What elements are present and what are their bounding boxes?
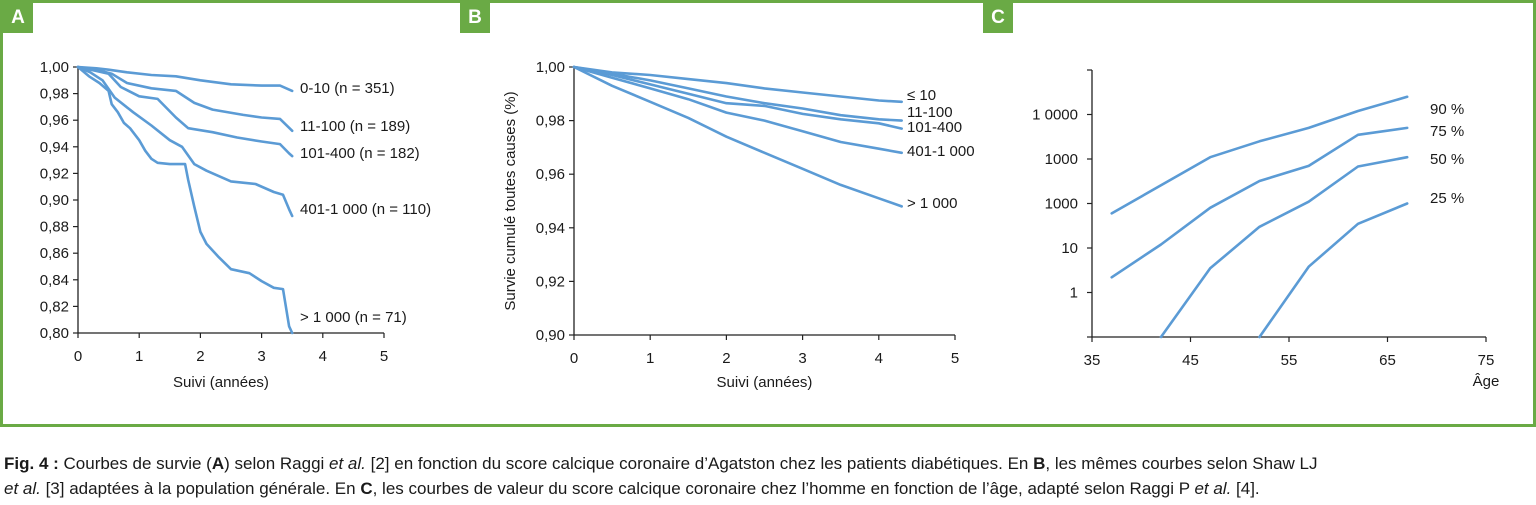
panel-a-y-tick-label-0-90: 0,90 [40,192,69,209]
panel-b-x-tick-label-2: 2 [722,350,730,367]
panel-c-series-line-25 [1258,202,1409,339]
panel-c-series-line-75 [1110,126,1409,279]
panel-a-y-tick-label-0-86: 0,86 [40,245,69,262]
caption-et-al-2: et al. [4,479,41,498]
panel-c-y-tick-label-4: 1000 [1045,151,1078,168]
panel-b-y-tick-label-0-90: 0,90 [536,327,565,344]
panel-b-x-tick-label-3: 3 [798,350,806,367]
panel-a-y-tick-label-0-92: 0,92 [40,165,69,182]
panel-a-y-tick-label-0-98: 0,98 [40,86,69,103]
panel-b-series-label-11-100: 11-100 [907,104,953,121]
panel-a-series-line-0-10-n-351 [76,65,294,93]
panel-a-x-axis-label: Suivi (années) [173,374,269,391]
panel-badge-b: B [460,3,490,33]
panel-a-series-label-0-10-n-351: 0-10 (n = 351) [300,80,395,97]
panel-a-y-tick-label-0-88: 0,88 [40,219,69,236]
panel-c-x-tick-label-65: 65 [1379,352,1396,369]
panel-b-y-tick-label-1-00: 1,00 [536,59,565,76]
panel-a-x-tick-label-5: 5 [380,348,388,365]
panel-a-x-tick-label-1: 1 [135,348,143,365]
panel-a-x-tick-label-2: 2 [196,348,204,365]
panel-c-y-tick-label-2: 10 [1061,240,1078,257]
panel-c-y-tick-label-5: 1 0000 [1032,107,1078,124]
panel-b-series-line-1-000 [572,65,904,208]
caption-text-5: [3] adaptées à la population générale. E… [40,479,361,498]
caption-text-3: [2] en fonction du score calcique corona… [365,454,1034,473]
caption-ref-a: A [211,454,225,473]
panel-b-series-label-1-000: > 1 000 [907,195,957,212]
caption-et-al-3: et al. [1194,479,1232,498]
panel-b-y-tick-label-0-92: 0,92 [536,273,565,290]
panel-b-x-tick-label-5: 5 [951,350,959,367]
panel-b-y-axis-label: Survie cumulé toutes causes (%) [502,91,519,310]
panel-b-y-tick-label-0-98: 0,98 [536,113,565,130]
panel-c-series-label-90: 90 % [1430,101,1464,118]
panel-a-y-tick-label-0-80: 0,80 [40,325,69,342]
caption-fig-label: Fig. 4 : [4,454,59,473]
panel-a-x-tick-label-4: 4 [319,348,327,365]
panel-b-series-label-10: ≤ 10 [907,87,936,104]
panel-a-x-tick-label-3: 3 [257,348,265,365]
caption-text-1: Courbes de survie ( [58,454,212,473]
panel-c-y-tick-label-1: 1 [1070,285,1078,302]
panel-a-y-tick-label-0-82: 0,82 [40,298,69,315]
panel-c-y-tick-label-3: 1000 [1045,196,1078,213]
caption-text-4: , les mêmes courbes selon Shaw LJ [1045,454,1318,473]
panel-a-series-label-1-000-n-71: > 1 000 (n = 71) [300,309,407,326]
panel-a-y-tick-label-0-94: 0,94 [40,139,69,156]
panel-c-series-label-25: 25 % [1430,190,1464,207]
panel-c-series-label-50: 50 % [1430,151,1464,168]
panel-b-x-tick-label-1: 1 [646,350,654,367]
panel-b-x-tick-label-0: 0 [570,350,578,367]
caption-text-2: ) selon Raggi [224,454,330,473]
figure-frame [0,0,1536,427]
panel-b-series-line-10 [572,65,904,104]
panel-a-y-tick-label-0-84: 0,84 [40,272,69,289]
caption-ref-c: C [360,479,373,498]
panel-badge-a: A [3,3,33,33]
panel-a-series-label-101-400-n-182: 101-400 (n = 182) [300,145,420,162]
panel-badge-c: C [983,3,1013,33]
panel-b-y-tick-label-0-94: 0,94 [536,220,565,237]
panel-b-series-line-101-400 [572,65,904,130]
panel-b-y-tick-label-0-96: 0,96 [536,166,565,183]
panel-b-series-line-11-100 [572,65,904,122]
caption-ref-b: B [1033,454,1046,473]
figure-caption: Fig. 4 : Courbes de survie (A) selon Rag… [4,451,1532,501]
panel-a-series-label-11-100-n-189: 11-100 (n = 189) [300,118,410,135]
panel-c-series-line-90 [1110,95,1409,215]
panel-c-x-tick-label-35: 35 [1084,352,1101,369]
panel-b-series-line-401-1-000 [572,65,904,155]
figure-plots: 0 1 2 3 4 50,800,820,840,860,880,900,920,940,… [40,59,1500,391]
panel-a-x-tick-label-0: 0 [74,348,82,365]
panel-c-series-line-50 [1159,155,1409,339]
panel-a-series-line-401-1-000-n-110 [76,65,294,218]
panel-a-y-tick-label-1-00: 1,00 [40,59,69,76]
panel-b-series-label-101-400: 101-400 [907,119,962,136]
panel-b-x-tick-label-4: 4 [875,350,883,367]
panel-c-x-tick-label-45: 45 [1182,352,1199,369]
panel-a-series-line-1-000-n-71 [76,65,294,335]
panel-b-series-label-401-1-000: 401-1 000 [907,143,975,160]
panel-b-x-axis-label: Suivi (années) [717,374,813,391]
panel-c-x-tick-label-75: 75 [1478,352,1495,369]
panel-c-x-axis-label: Âge [1473,373,1500,390]
panel-a-series-line-101-400-n-182 [76,65,294,158]
caption-text-6: , les courbes de valeur du score calciqu… [372,479,1195,498]
caption-text-7: [4]. [1231,479,1260,498]
panel-c-series-label-75: 75 % [1430,123,1464,140]
panel-a-y-tick-label-0-96: 0,96 [40,112,69,129]
panel-c-x-tick-label-55: 55 [1281,352,1298,369]
panel-a-series-label-401-1-000-n-110: 401-1 000 (n = 110) [300,201,431,218]
caption-et-al-1: et al. [329,454,366,473]
